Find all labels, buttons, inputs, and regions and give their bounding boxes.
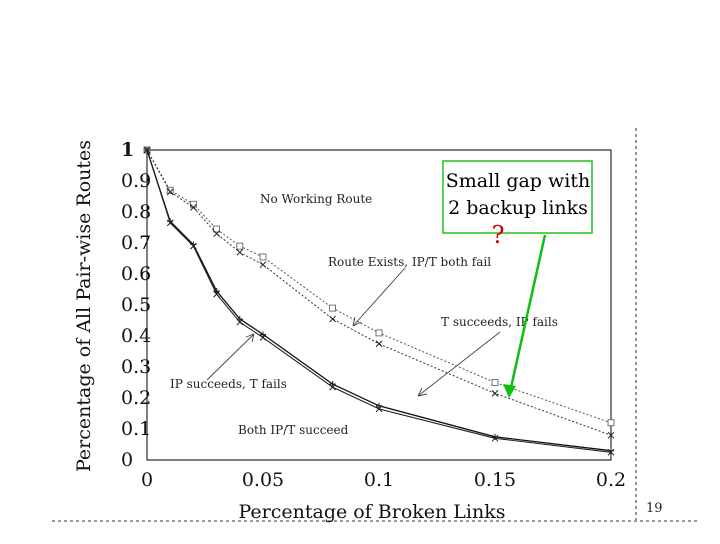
callout-arrowhead <box>503 384 516 398</box>
series-line-2 <box>146 149 612 436</box>
arrow-ip-succeeds <box>206 333 255 381</box>
series-1-point <box>166 186 174 194</box>
y-tick-label: 0.1 <box>121 418 151 440</box>
question-mark: ? <box>492 221 505 249</box>
callout-arrow <box>508 234 547 393</box>
callout-line-1: Small gap with <box>446 170 590 192</box>
y-tick-label: 0.2 <box>121 387 151 409</box>
y-tick-label: 0 <box>121 449 133 471</box>
region-label-no-working-route: No Working Route <box>260 192 372 206</box>
arrowhead-ip-succeeds <box>245 333 255 343</box>
series-1-point <box>329 304 337 312</box>
y-tick-label: 0.8 <box>121 201 151 223</box>
series-1-point <box>375 329 383 337</box>
y-tick-label: 0.3 <box>121 356 151 378</box>
series-4-point <box>213 290 220 298</box>
x-axis-title: Percentage of Broken Links <box>238 501 505 523</box>
region-arrows <box>206 267 501 397</box>
y-tick-label: 0.9 <box>121 170 151 192</box>
series-line-4 <box>146 149 612 453</box>
x-tick-label: 0.1 <box>364 469 394 491</box>
series-1-point <box>607 419 615 427</box>
series-2-point <box>166 188 174 196</box>
arrow-route-exists <box>352 267 406 327</box>
series-4-point <box>329 383 336 391</box>
y-tick-label: 1 <box>121 139 134 161</box>
series-2-point <box>491 389 499 397</box>
x-tick-label: 0.05 <box>242 469 284 491</box>
arrowhead-t-succeeds <box>417 387 428 397</box>
series-4-point <box>190 242 197 250</box>
x-tick-label: 0.2 <box>596 469 626 491</box>
plot-frame <box>146 149 612 461</box>
series-2-point <box>213 230 220 238</box>
y-tick-label: 0.4 <box>121 325 151 347</box>
region-label-both-succeed: Both IP/T succeed <box>238 423 349 437</box>
series-line-3 <box>146 149 612 452</box>
region-label-route-exists: Route Exists, IP/T both fail <box>328 255 491 269</box>
callout-box <box>442 160 593 234</box>
region-label-t-succeeds: T succeeds, IP fails <box>441 315 558 329</box>
series-3-point <box>329 381 336 388</box>
series-layer <box>143 146 615 456</box>
series-4-point <box>166 219 174 227</box>
series-1-point <box>259 253 267 261</box>
arrowhead-route-exists <box>352 316 362 327</box>
arrow-t-succeeds <box>417 331 501 397</box>
series-2-point <box>607 431 615 439</box>
series-1-point <box>236 242 244 250</box>
series-2-point <box>190 203 197 211</box>
y-tick-label: 0.7 <box>121 232 151 254</box>
series-4-point <box>375 405 383 413</box>
series-3-point <box>376 402 382 409</box>
x-tick-label: 0.15 <box>474 469 516 491</box>
series-4-point <box>607 448 615 456</box>
y-tick-label: 0.6 <box>121 263 151 285</box>
y-tick-labels: 0 0.1 0.2 0.3 0.4 0.5 0.6 0.7 0.8 0.9 1 <box>121 139 151 471</box>
y-tick-label: 0.5 <box>121 294 151 316</box>
series-2-point <box>236 248 244 256</box>
series-1-point <box>491 379 499 386</box>
series-2-point <box>259 261 267 269</box>
x-tick-label: 0 <box>141 469 153 491</box>
page-number: 19 <box>646 501 663 516</box>
series-4-point <box>259 334 267 341</box>
series-1-point <box>213 225 221 233</box>
series-2-point <box>375 340 383 348</box>
region-label-ip-succeeds: IP succeeds, T fails <box>170 377 287 391</box>
series-4-point <box>236 318 244 326</box>
series-4-point <box>143 146 151 154</box>
series-line-1 <box>146 149 612 424</box>
callout-line-2: 2 backup links <box>448 197 588 219</box>
series-3-point <box>260 331 266 338</box>
series-2-point <box>329 315 336 323</box>
series-4-point <box>491 434 499 442</box>
y-axis-title: Percentage of All Pair-wise Routes <box>73 140 95 472</box>
x-tick-labels: 0 0.05 0.1 0.15 0.2 <box>141 469 626 491</box>
